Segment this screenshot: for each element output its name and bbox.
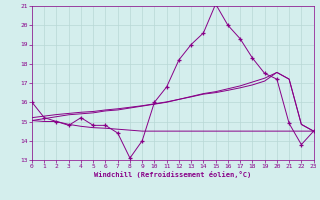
X-axis label: Windchill (Refroidissement éolien,°C): Windchill (Refroidissement éolien,°C) — [94, 171, 252, 178]
